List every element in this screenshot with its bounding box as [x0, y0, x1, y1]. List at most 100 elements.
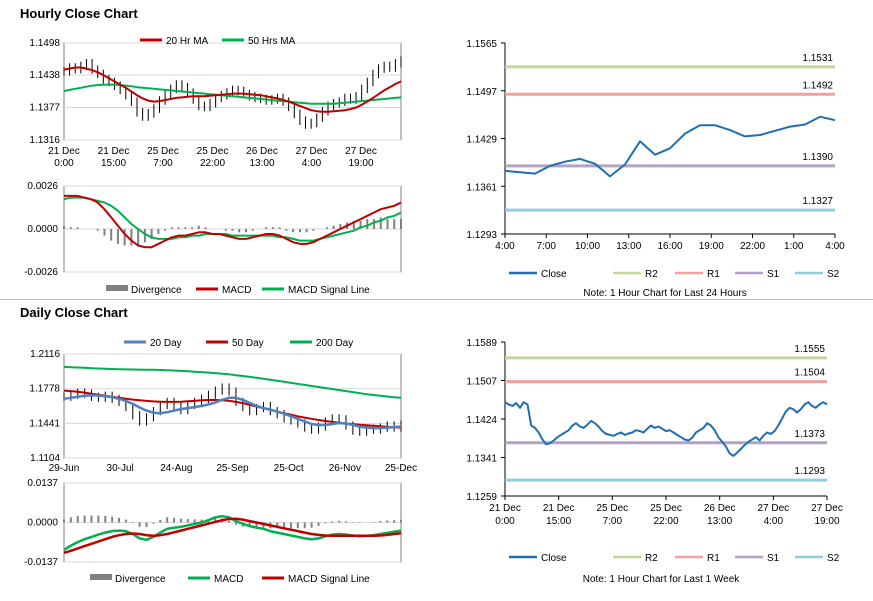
- daily-levels-level-s2-label: 1.1293: [794, 466, 825, 477]
- daily-price-x-tick: 26-Nov: [329, 463, 361, 474]
- daily-levels-x-tick-date: 25 Dec: [596, 503, 628, 514]
- daily-levels-x-tick-date: 26 Dec: [704, 503, 736, 514]
- daily-levels-legend-s1-label: S1: [767, 553, 780, 564]
- hourly-levels-legend-s2-label: S2: [827, 269, 840, 280]
- hourly-price-x-tick-time: 0:00: [54, 158, 74, 169]
- hourly-price-x-tick-date: 25 Dec: [147, 146, 179, 157]
- hourly-legend-50hr-ma-label: 50 Hrs MA: [248, 36, 296, 47]
- daily-levels-note: Note: 1 Hour Chart for Last 1 Week: [583, 574, 741, 585]
- hourly-macd-signal-line: [63, 196, 402, 242]
- daily-macd-y-tick: -0.0137: [24, 557, 58, 568]
- daily-price-x-tick: 25-Dec: [385, 463, 417, 474]
- hourly-price-x-tick-time: 15:00: [101, 158, 126, 169]
- daily-levels-x-tick-time: 19:00: [814, 516, 839, 527]
- hourly-price-x-tick-date: 27 Dec: [296, 146, 328, 157]
- daily-levels-y-tick: 1.1341: [466, 454, 497, 465]
- daily-levels-x-tick-time: 7:00: [603, 516, 623, 527]
- hourly-levels-legend-r2-label: R2: [645, 269, 658, 280]
- daily-section-title: Daily Close Chart: [20, 305, 128, 320]
- daily-levels-x-tick-time: 4:00: [764, 516, 784, 527]
- hourly-levels-level-s2-label: 1.1327: [802, 196, 833, 207]
- daily-levels-y-tick: 1.1424: [466, 415, 497, 426]
- daily-levels-y-tick: 1.1589: [466, 338, 497, 349]
- hourly-levels-y-tick: 1.1565: [466, 39, 497, 50]
- daily-levels-x-tick-date: 27 Dec: [811, 503, 843, 514]
- daily-macd-signal-line: [63, 517, 402, 555]
- daily-20day-line: [63, 393, 402, 430]
- daily-price-y-tick: 1.1441: [29, 418, 60, 429]
- hourly-price-x-tick-date: 21 Dec: [48, 146, 80, 157]
- daily-price-x-tick: 30-Jul: [107, 463, 134, 474]
- hourly-levels-note: Note: 1 Hour Chart for Last 24 Hours: [583, 288, 746, 299]
- daily-levels-level-r1-label: 1.1504: [794, 368, 825, 379]
- hourly-levels-legend-r1-label: R1: [707, 269, 720, 280]
- daily-levels-x-tick-time: 13:00: [707, 516, 732, 527]
- daily-legend-200day-label: 200 Day: [316, 338, 353, 349]
- daily-levels-x-tick-date: 27 Dec: [757, 503, 789, 514]
- hourly-price-x-tick-time: 13:00: [249, 158, 274, 169]
- hourly-levels-x-tick: 19:00: [699, 241, 724, 252]
- daily-macd-line: [63, 514, 402, 551]
- daily-price-x-tick: 25-Oct: [274, 463, 304, 474]
- hourly-levels-x-tick: 4:00: [825, 241, 845, 252]
- hourly-levels-x-tick: 22:00: [740, 241, 765, 252]
- hourly-levels-y-tick: 1.1361: [466, 182, 497, 193]
- hourly-levels-x-tick: 1:00: [784, 241, 804, 252]
- hourly-levels-x-tick: 16:00: [657, 241, 682, 252]
- daily-legend-macd-signal-label: MACD Signal Line: [288, 574, 370, 585]
- hourly-levels-close-line: [504, 115, 836, 178]
- hourly-levels-y-tick: 1.1429: [466, 135, 497, 146]
- hourly-price-x-tick-time: 22:00: [200, 158, 225, 169]
- daily-levels-x-tick-date: 21 Dec: [489, 503, 521, 514]
- daily-levels-x-tick-date: 21 Dec: [543, 503, 575, 514]
- hourly-levels-x-tick: 10:00: [575, 241, 600, 252]
- daily-legend-macd-label: MACD: [214, 574, 243, 585]
- daily-macd-y-tick: 0.0137: [27, 478, 58, 489]
- hourly-section-title: Hourly Close Chart: [20, 6, 138, 21]
- hourly-legend-20hr-ma-label: 20 Hr MA: [166, 36, 209, 47]
- hourly-price-x-tick-time: 4:00: [302, 158, 322, 169]
- daily-levels-level-s1-label: 1.1373: [794, 429, 825, 440]
- hourly-price-y-tick: 1.1377: [29, 102, 60, 113]
- hourly-price-x-tick-time: 7:00: [153, 158, 173, 169]
- daily-levels-legend-r2-label: R2: [645, 553, 658, 564]
- hourly-levels-level-r2-label: 1.1531: [802, 53, 833, 64]
- hourly-price-x-tick-date: 21 Dec: [98, 146, 130, 157]
- hourly-levels-x-tick: 7:00: [537, 241, 557, 252]
- hourly-price-x-tick-time: 19:00: [348, 158, 373, 169]
- daily-price-y-tick: 1.1104: [30, 453, 60, 464]
- hourly-macd-y-tick: 0.0026: [27, 181, 58, 192]
- hourly-legend-divergence-label: Divergence: [131, 285, 182, 296]
- daily-levels-x-tick-date: 25 Dec: [650, 503, 682, 514]
- daily-levels-x-tick-time: 15:00: [546, 516, 571, 527]
- daily-levels-y-tick: 1.1259: [466, 492, 497, 503]
- daily-levels-legend-r1-label: R1: [707, 553, 720, 564]
- daily-levels-y-tick: 1.1507: [466, 377, 497, 388]
- hourly-levels-y-tick: 1.1293: [466, 230, 497, 241]
- daily-levels-legend-close-label: Close: [541, 553, 567, 564]
- daily-50day-line: [63, 389, 402, 429]
- daily-price-x-tick: 24-Aug: [160, 463, 192, 474]
- daily-200day-line: [63, 365, 402, 399]
- hourly-price-y-tick: 1.1316: [29, 135, 60, 146]
- hourly-macd-line: [64, 194, 402, 249]
- daily-levels-close-line: [504, 401, 828, 457]
- hourly-levels-y-tick: 1.1497: [466, 87, 497, 98]
- section-divider: [0, 299, 873, 300]
- hourly-price-y-tick: 1.1438: [29, 70, 60, 81]
- hourly-levels-legend-close-label: Close: [541, 269, 567, 280]
- daily-price-y-tick: 1.1778: [29, 384, 60, 395]
- daily-legend-50day-label: 50 Day: [232, 338, 264, 349]
- hourly-levels-level-r1-label: 1.1492: [802, 80, 833, 91]
- hourly-levels-legend-s1-label: S1: [767, 269, 780, 280]
- daily-price-x-tick: 25-Sep: [216, 463, 249, 474]
- hourly-legend-macd-label: MACD: [222, 285, 251, 296]
- daily-levels-legend-s2-label: S2: [827, 553, 840, 564]
- hourly-price-y-tick: 1.1498: [29, 38, 60, 49]
- daily-levels-x-tick-time: 0:00: [495, 516, 515, 527]
- daily-levels-x-tick-time: 22:00: [653, 516, 678, 527]
- hourly-legend-macd-signal-label: MACD Signal Line: [288, 285, 370, 296]
- hourly-20hr-ma-line: [63, 66, 402, 113]
- daily-macd-y-tick: 0.0000: [27, 518, 58, 529]
